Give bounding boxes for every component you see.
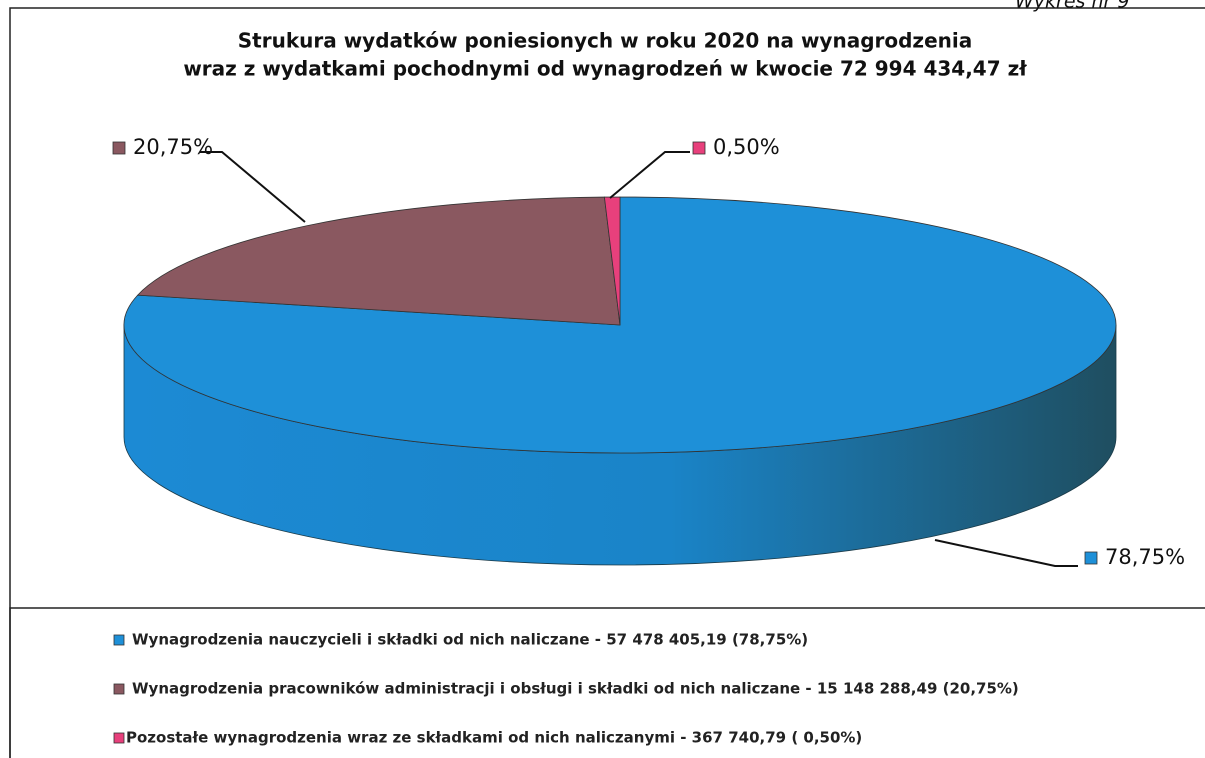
chart-frame (9, 7, 1205, 758)
value-label: 78,75% (1105, 545, 1185, 569)
slice (136, 196, 621, 326)
chart-title: wraz z wydatkami pochodnymi od wynagrodz… (183, 57, 1027, 81)
legend: Wynagrodzenia nauczycieli i składki od n… (113, 631, 1019, 747)
legend-marker (113, 732, 125, 744)
legend-label: Pozostałe wynagrodzenia wraz ze składkam… (126, 729, 862, 747)
chart-title: Strukura wydatków poniesionych w roku 20… (238, 29, 972, 53)
legend-frame (9, 607, 1205, 758)
corner-label: Wykres nr 9 (1015, 0, 1129, 13)
legend-marker (113, 683, 125, 695)
legend-label: Wynagrodzenia pracowników administracji … (132, 680, 1019, 698)
legend-marker (113, 634, 125, 646)
label-marker (692, 141, 706, 155)
label-marker (1084, 551, 1098, 565)
leader-line (609, 151, 690, 199)
label-marker (112, 141, 126, 155)
pie (123, 196, 1117, 566)
leader-line (200, 151, 306, 223)
leader-line (934, 539, 1078, 567)
labels: 78,75% 20,75% 0,50% (112, 135, 1185, 569)
value-label: 20,75% (133, 135, 213, 159)
legend-label: Wynagrodzenia nauczycieli i składki od n… (132, 631, 808, 649)
value-label: 0,50% (713, 135, 780, 159)
